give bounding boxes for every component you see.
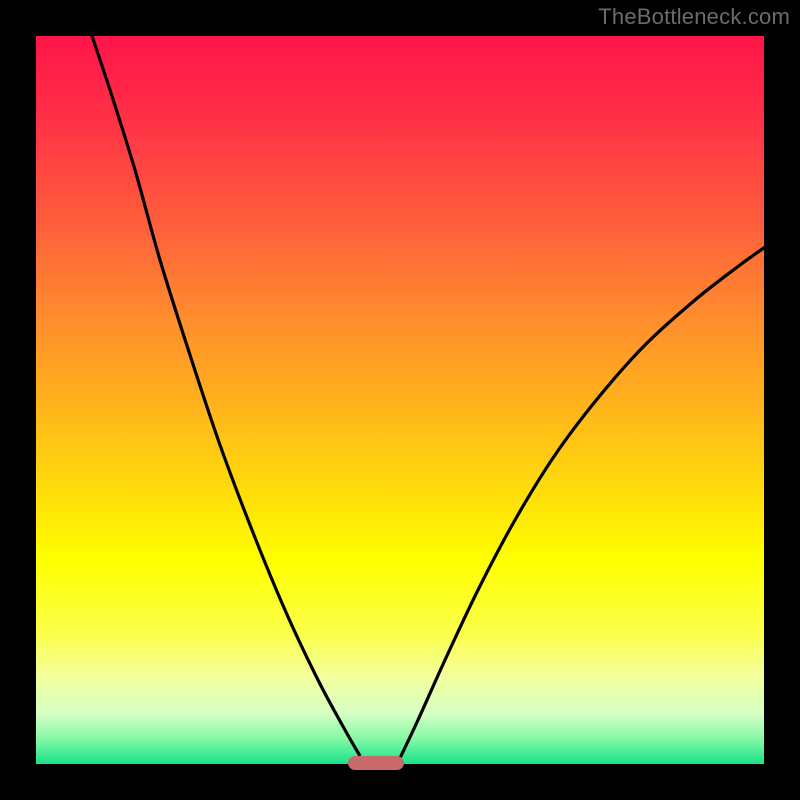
bottleneck-chart [0, 0, 800, 800]
chart-container: TheBottleneck.com [0, 0, 800, 800]
valley-marker [348, 756, 404, 770]
watermark-text: TheBottleneck.com [598, 4, 790, 30]
gradient-background [36, 36, 764, 764]
